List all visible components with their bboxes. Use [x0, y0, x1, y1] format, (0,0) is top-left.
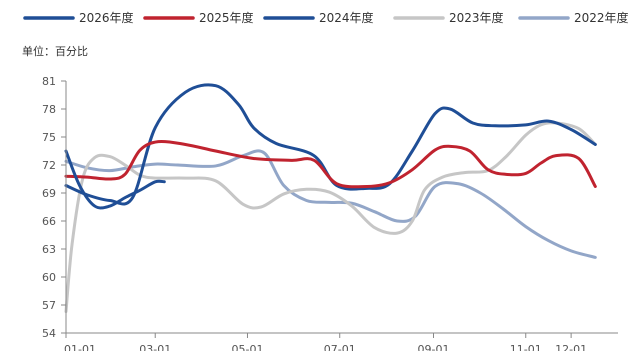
x-tick-label: 12-01	[555, 343, 587, 351]
y-tick-label: 81	[42, 75, 56, 88]
legend-label: 2026年度	[79, 10, 134, 25]
series-line-2025年度	[64, 139, 597, 189]
x-tick-label: 11-01	[510, 343, 542, 351]
legend-label: 2023年度	[449, 10, 504, 25]
unit-label: 单位：百分比	[22, 44, 88, 58]
y-tick-label: 69	[42, 187, 56, 200]
series-line-2024年度	[64, 83, 597, 206]
y-tick-label: 60	[42, 271, 56, 284]
legend-label: 2024年度	[319, 10, 374, 25]
x-tick-label: 05-01	[231, 343, 263, 351]
x-tick-label: 01-01	[64, 343, 96, 351]
x-tick-label: 09-01	[418, 343, 450, 351]
x-tick-label: 07-01	[324, 343, 356, 351]
y-tick-label: 57	[42, 299, 56, 312]
series-line-2023年度	[64, 121, 597, 314]
x-tick-label: 03-01	[139, 343, 171, 351]
y-tick-label: 72	[42, 159, 56, 172]
legend-label: 2022年度	[574, 10, 629, 25]
series-layer	[64, 83, 597, 314]
y-tick-label: 63	[42, 243, 56, 256]
axes-layer: 54 57 60 63 66 69 72 75 78 81 01-01 03-01 05-01 07-01…	[42, 75, 618, 351]
y-tick-label: 75	[42, 131, 56, 144]
y-tick-label: 66	[42, 215, 56, 228]
series-line-2022年度	[64, 149, 597, 259]
series-line-2026年度	[64, 149, 166, 210]
legend-label: 2025年度	[199, 10, 254, 25]
chart-legend: 2026年度 2025年度 2024年度 2023年度 2022年度	[23, 10, 629, 25]
y-tick-label: 78	[42, 103, 56, 116]
y-tick-label: 54	[42, 327, 56, 340]
